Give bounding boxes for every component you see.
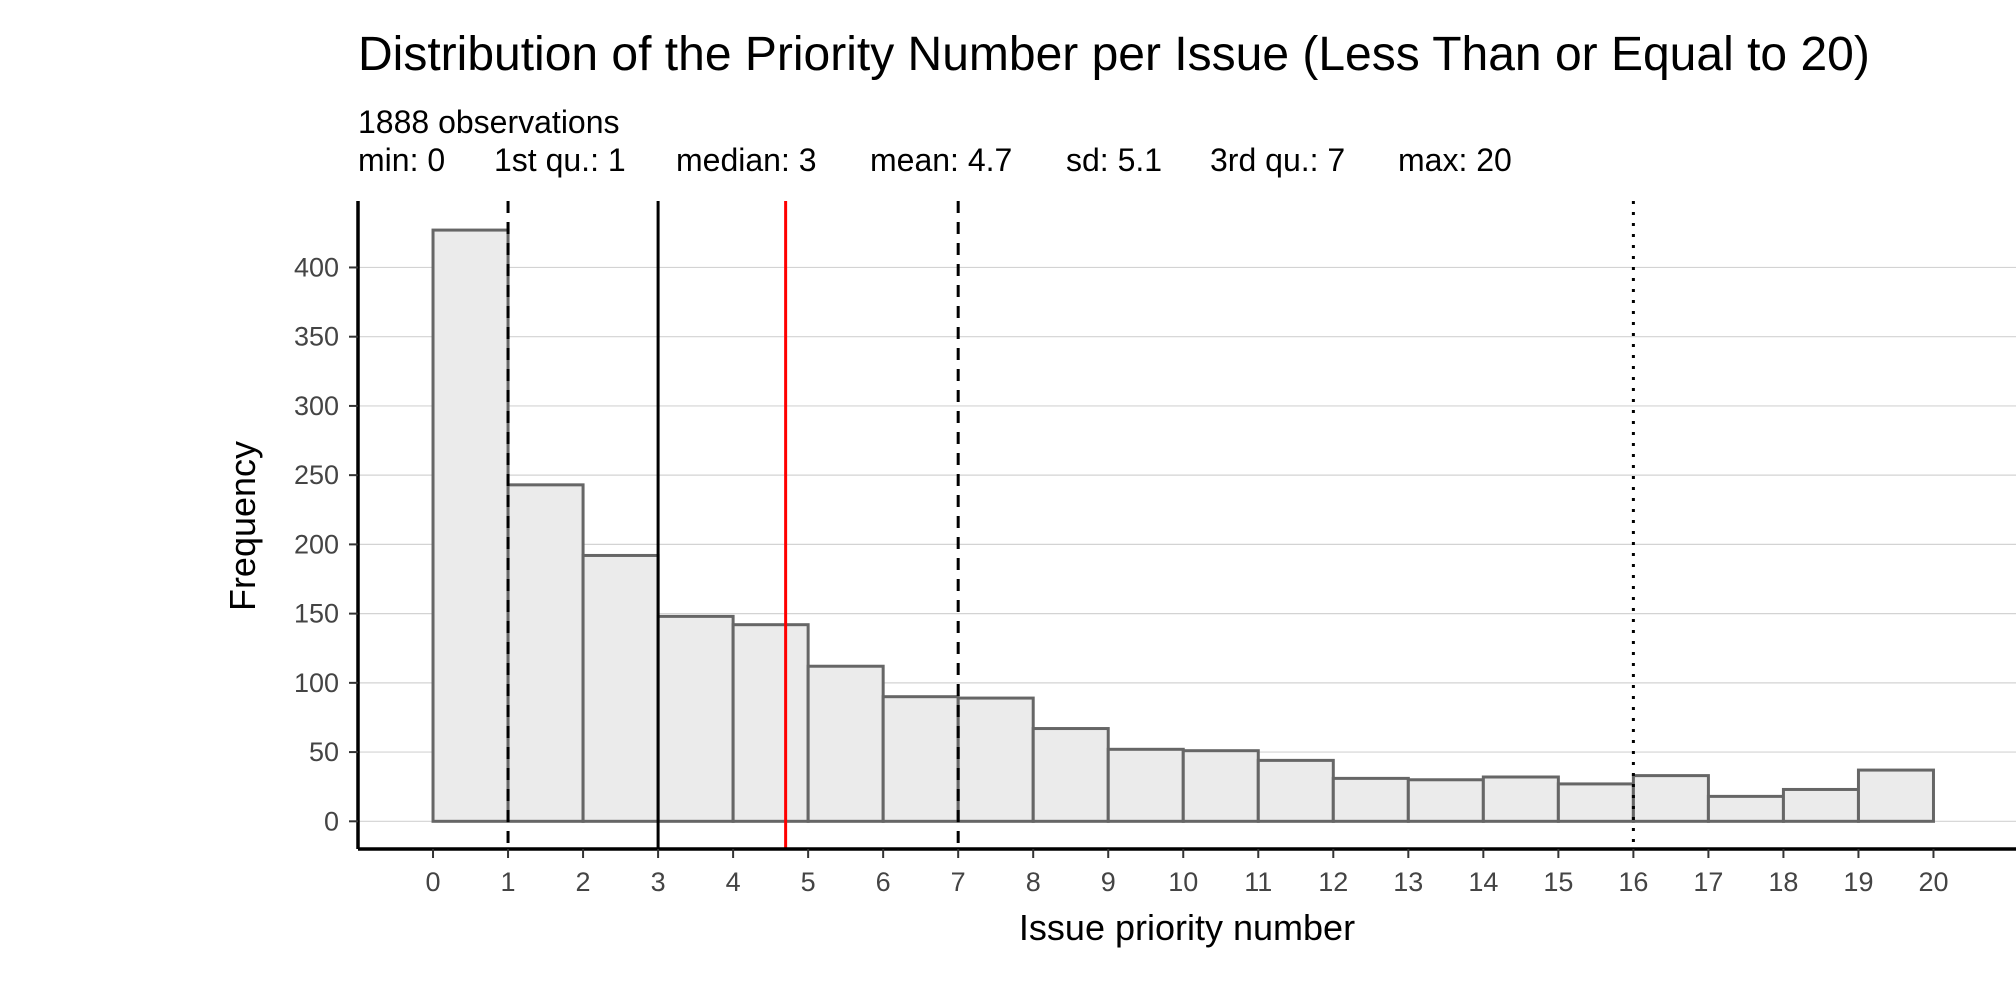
histogram-bar: [1556, 782, 1635, 823]
y-tick-label: 300: [294, 391, 339, 421]
summary-stats: min: 0 1st qu.: 1 median: 3 mean: 4.7 sd…: [358, 142, 1512, 178]
histogram-bar: [1781, 787, 1860, 823]
x-tick-label: 6: [876, 867, 891, 897]
chart-title: Distribution of the Priority Number per …: [358, 28, 1870, 81]
y-tick-label: 350: [294, 322, 339, 352]
x-tick-label: 10: [1168, 867, 1198, 897]
histogram-bar: [806, 664, 885, 823]
x-tick-label: 20: [1918, 867, 1948, 897]
histogram-bar: [731, 623, 810, 823]
histogram-bar: [1706, 794, 1785, 823]
histogram-bar: [1406, 778, 1485, 823]
histogram-bar: [1256, 758, 1335, 823]
x-tick-label: 15: [1543, 867, 1573, 897]
histogram-bar: [956, 696, 1035, 823]
chart-subtitle: 1888 observations: [358, 104, 620, 140]
x-tick-label: 13: [1393, 867, 1423, 897]
x-tick-label: 1: [501, 867, 516, 897]
x-tick-label: 7: [951, 867, 966, 897]
histogram-bar: [1631, 774, 1710, 823]
histogram-bar: [1856, 768, 1935, 823]
histogram-bar: [881, 695, 960, 823]
histogram-bar: [656, 614, 735, 823]
histogram-bar: [1331, 776, 1410, 823]
histogram-bar: [431, 228, 510, 823]
stat-third-quartile: 3rd qu.: 7: [1210, 142, 1345, 178]
histogram-bar: [1106, 747, 1185, 823]
y-tick-label: 100: [294, 668, 339, 698]
x-tick-label: 14: [1468, 867, 1498, 897]
y-tick-label: 150: [294, 599, 339, 629]
x-tick-label: 2: [576, 867, 591, 897]
y-tick-label: 200: [294, 529, 339, 559]
stat-median: median: 3: [676, 142, 817, 178]
histogram-bar: [506, 483, 585, 823]
x-tick-label: 5: [801, 867, 816, 897]
histogram-bar: [1481, 775, 1560, 823]
x-tick-label: 19: [1843, 867, 1873, 897]
x-axis-ticks: 0 1 2 3 4 5 6 7 8 9 10 11 12 13 14 15 16 17 18 19 20: [426, 849, 1948, 897]
histogram-bar: [581, 553, 660, 823]
x-tick-label: 11: [1244, 867, 1272, 897]
y-tick-label: 400: [294, 252, 339, 282]
y-tick-label: 0: [324, 806, 339, 836]
x-tick-label: 18: [1768, 867, 1798, 897]
x-tick-label: 3: [651, 867, 666, 897]
stat-sd: sd: 5.1: [1066, 142, 1162, 178]
histogram-bar: [1181, 749, 1260, 823]
stat-min: min: 0: [358, 142, 445, 178]
x-tick-label: 12: [1318, 867, 1348, 897]
x-tick-label: 17: [1693, 867, 1723, 897]
axes: [356, 201, 2016, 851]
stat-mean: mean: 4.7: [870, 142, 1012, 178]
histogram-bar: [1031, 727, 1110, 823]
x-tick-label: 8: [1026, 867, 1041, 897]
x-tick-label: 16: [1618, 867, 1648, 897]
reference-lines: [506, 201, 1635, 849]
y-axis-ticks: 0 50 100 150 200 250 300 350 400: [294, 252, 358, 836]
x-tick-label: 9: [1101, 867, 1116, 897]
y-tick-label: 250: [294, 460, 339, 490]
x-axis-title: Issue priority number: [1019, 907, 1355, 948]
stat-first-quartile: 1st qu.: 1: [494, 142, 626, 178]
y-axis-title: Frequency: [222, 441, 263, 611]
x-tick-label: 4: [726, 867, 741, 897]
stat-max: max: 20: [1398, 142, 1512, 178]
x-tick-label: 0: [426, 867, 441, 897]
y-tick-label: 50: [309, 737, 339, 767]
